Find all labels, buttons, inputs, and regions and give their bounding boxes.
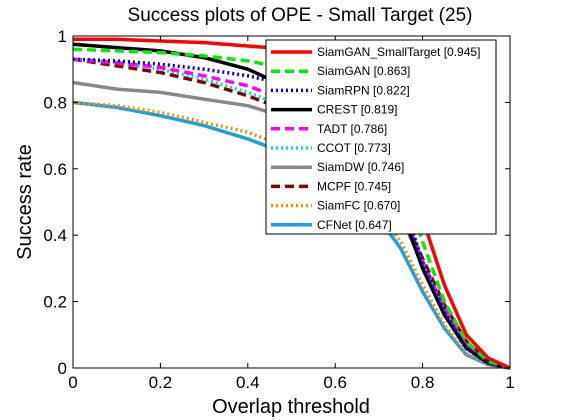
legend-label-8: SiamFC [0.670] — [317, 199, 400, 213]
y-tick-label: 0.2 — [43, 293, 67, 312]
x-tick-label: 0 — [68, 373, 77, 392]
x-tick-label: 0.2 — [149, 373, 173, 392]
y-tick-label: 1 — [58, 27, 67, 46]
legend-label-2: SiamRPN [0.822] — [317, 83, 410, 97]
legend: SiamGAN_SmallTarget [0.945] SiamGAN [0.86… — [265, 39, 497, 235]
legend-label-7: MCPF [0.745] — [317, 179, 391, 193]
legend-label-5: CCOT [0.773] — [317, 141, 391, 155]
x-tick-label: 0.8 — [411, 373, 435, 392]
y-axis-label: Success rate — [14, 144, 36, 260]
y-tick-label: 0 — [58, 359, 67, 378]
legend-label-0: SiamGAN_SmallTarget [0.945] — [317, 45, 480, 59]
y-tick-label: 0.4 — [43, 226, 67, 245]
legend-label-4: TADT [0.786] — [317, 122, 387, 136]
y-tick-label: 0.8 — [43, 93, 67, 112]
series-line-8 — [72, 100, 511, 370]
legend-label-1: SiamGAN [0.863] — [317, 64, 410, 78]
legend-label-3: CREST [0.819] — [317, 103, 397, 117]
tick-layer: 0 0.2 0.4 0.6 0.8 1 0 0.2 0.4 0.6 0.8 1 — [43, 27, 514, 392]
legend-entries: SiamGAN_SmallTarget [0.945] SiamGAN [0.86… — [271, 45, 480, 232]
x-axis-label: Overlap threshold — [212, 396, 370, 418]
y-tick-label: 0.6 — [43, 160, 67, 179]
plot-frame — [72, 35, 511, 369]
legend-label-6: SiamDW [0.746] — [317, 160, 404, 174]
legend-label-9: CFNet [0.647] — [317, 218, 392, 232]
x-tick-label: 0.4 — [236, 373, 260, 392]
x-tick-label: 1 — [505, 373, 514, 392]
chart-title: Success plots of OPE - Small Target (25) — [128, 5, 473, 26]
x-tick-label: 0.6 — [323, 373, 347, 392]
